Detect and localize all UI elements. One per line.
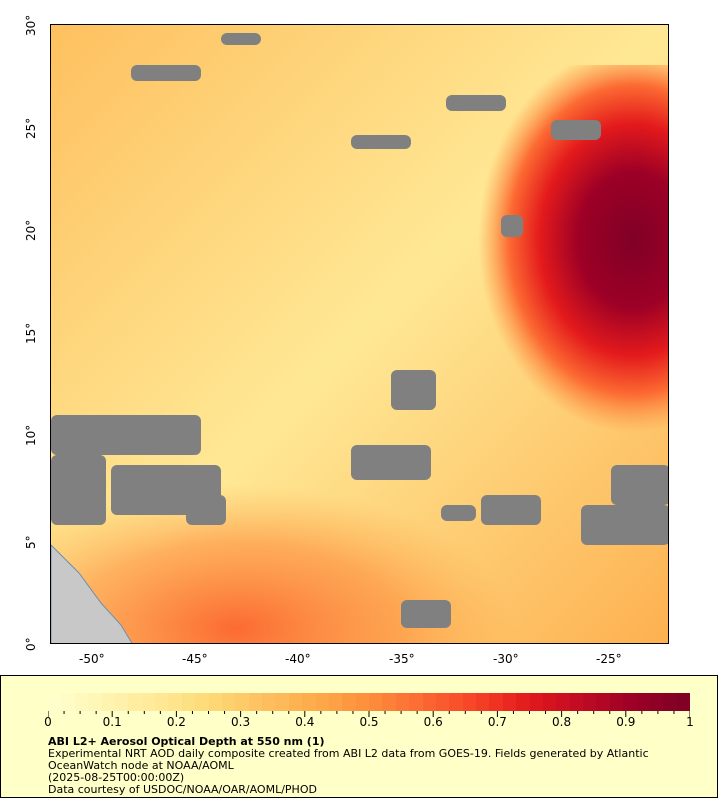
aod-map <box>50 24 669 644</box>
colorbar-label: 0.2 <box>166 715 186 729</box>
colorbar-cell <box>342 693 356 711</box>
colorbar-label: 0.9 <box>616 715 636 729</box>
colorbar-cell <box>355 693 369 711</box>
colorbar-cell <box>516 693 530 711</box>
colorbar-cell <box>409 693 423 711</box>
lat-tick-label: 25° <box>24 117 38 139</box>
colorbar-cell <box>235 693 249 711</box>
map-date: (2025-08-25T00:00:00Z) <box>48 771 185 784</box>
colorbar-cell <box>262 693 276 711</box>
colorbar-cell <box>315 693 329 711</box>
colorbar-cell <box>596 693 610 711</box>
colorbar-cell <box>181 693 196 711</box>
colorbar-cell <box>435 693 450 711</box>
missing-data-patch <box>51 415 201 455</box>
missing-data-patch <box>221 33 261 45</box>
colorbar-cell <box>542 693 557 711</box>
lat-tick-label: 20° <box>24 219 38 241</box>
colorbar-cell <box>128 693 142 711</box>
missing-data-patches <box>51 33 668 628</box>
colorbar <box>48 693 690 711</box>
colorbar-label: 1 <box>686 715 694 729</box>
lon-tick-label: -45° <box>182 652 208 666</box>
colorbar-cell <box>462 693 476 711</box>
colorbar-cell <box>422 693 436 711</box>
colorbar-cell <box>168 693 182 711</box>
colorbar-cell <box>221 693 236 711</box>
colorbar-cell <box>369 693 383 711</box>
colorbar-cell <box>636 693 650 711</box>
colorbar-label: 0.1 <box>102 715 122 729</box>
map-description: Experimental NRT AOD daily composite cre… <box>48 747 649 772</box>
missing-data-patch <box>551 120 601 140</box>
colorbar-cell <box>476 693 490 711</box>
lon-tick-label: -25° <box>596 652 622 666</box>
colorbar-cell <box>114 693 129 711</box>
colorbar-cell <box>569 693 583 711</box>
legend-panel: 0 0.1 0.2 0.3 0.4 0.5 0.6 0.7 0.8 0.9 1 ABI L2+ Ae… <box>0 675 718 798</box>
colorbar-cell <box>101 693 115 711</box>
colorbar-cell <box>395 693 410 711</box>
lat-tick-label: 10° <box>24 424 38 446</box>
colorbar-cell <box>676 693 690 711</box>
colorbar-cell <box>195 693 209 711</box>
missing-data-patch <box>351 445 431 480</box>
missing-data-patch <box>446 95 506 111</box>
colorbar-label: 0.3 <box>231 715 251 729</box>
colorbar-cell <box>248 693 262 711</box>
colorbar-label: 0.5 <box>359 715 379 729</box>
colorbar-cell <box>74 693 89 711</box>
colorbar-cell <box>48 693 62 711</box>
colorbar-ticks <box>48 711 690 717</box>
colorbar-cell <box>502 693 517 711</box>
colorbar-cell <box>288 693 303 711</box>
colorbar-cell <box>328 693 343 711</box>
colorbar-label: 0 <box>44 715 52 729</box>
colorbar-cell <box>275 693 289 711</box>
colorbar-cell <box>302 693 316 711</box>
colorbar-cell <box>556 693 570 711</box>
colorbar-cell <box>141 693 155 711</box>
missing-data-patch <box>401 600 451 628</box>
colorbar-label: 0.8 <box>552 715 572 729</box>
south-america-coast <box>51 544 133 643</box>
colorbar-cell <box>489 693 503 711</box>
missing-data-patch <box>131 65 201 81</box>
colorbar-cell <box>155 693 169 711</box>
lat-tick-label: 5° <box>24 535 38 549</box>
missing-data-patch <box>501 215 523 237</box>
lat-tick-label: 30° <box>24 14 38 36</box>
lon-tick-label: -30° <box>493 652 519 666</box>
missing-data-patch <box>481 495 541 525</box>
colorbar-cell <box>649 693 664 711</box>
colorbar-cell <box>208 693 222 711</box>
missing-data-patch <box>351 135 411 149</box>
map-title: ABI L2+ Aerosol Optical Depth at 550 nm … <box>48 735 325 748</box>
map-credit: Data courtesy of USDOC/NOAA/OAR/AOML/PHO… <box>48 783 317 796</box>
colorbar-cell <box>623 693 637 711</box>
lon-tick-label: -35° <box>389 652 415 666</box>
colorbar-cell <box>609 693 624 711</box>
colorbar-cell <box>61 693 75 711</box>
colorbar-cell <box>88 693 102 711</box>
missing-data-patch <box>51 455 106 525</box>
lon-tick-label: -40° <box>285 652 311 666</box>
colorbar-label: 0.7 <box>487 715 507 729</box>
aod-field <box>51 25 668 643</box>
missing-data-patch <box>186 495 226 525</box>
missing-data-patch <box>391 370 436 410</box>
colorbar-cell <box>382 693 396 711</box>
colorbar-label: 0.6 <box>423 715 443 729</box>
colorbar-cell <box>663 693 677 711</box>
colorbar-label: 0.4 <box>295 715 315 729</box>
missing-data-patch <box>441 505 476 521</box>
lat-tick-label: 15° <box>24 322 38 344</box>
colorbar-cell <box>449 693 463 711</box>
missing-data-patch <box>581 505 668 545</box>
missing-data-patch <box>611 465 668 505</box>
colorbar-cell <box>583 693 597 711</box>
lat-tick-label: 0° <box>24 637 38 651</box>
colorbar-cell <box>529 693 543 711</box>
lon-tick-label: -50° <box>79 652 105 666</box>
